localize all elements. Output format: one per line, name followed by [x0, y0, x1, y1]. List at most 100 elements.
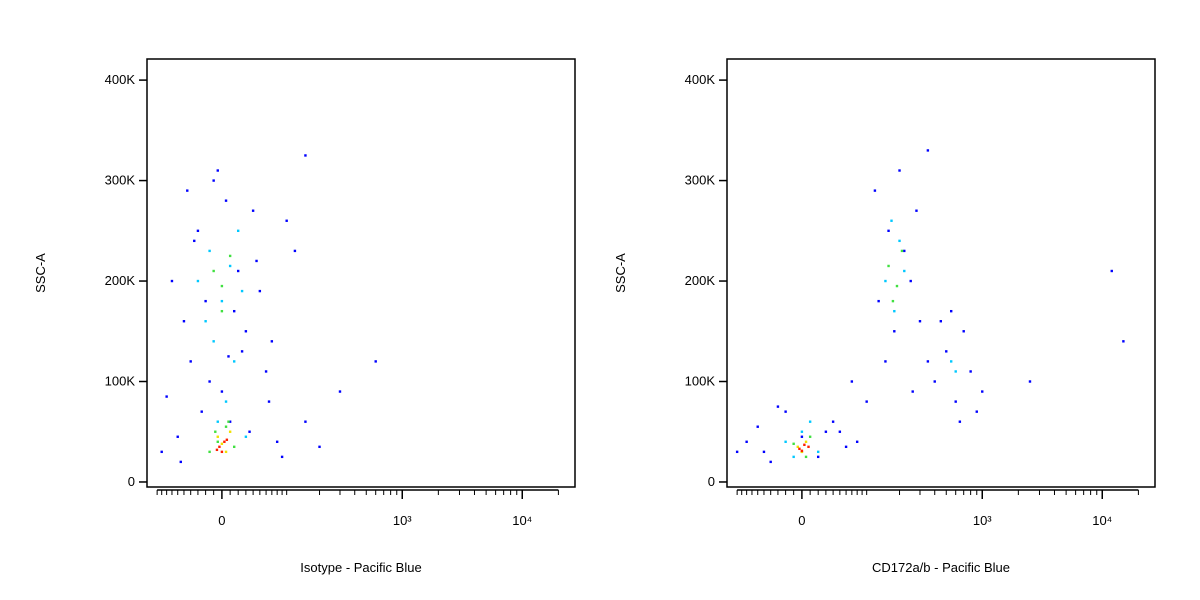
- data-point: [800, 449, 804, 453]
- data-point: [220, 309, 224, 313]
- data-point: [318, 445, 321, 449]
- data-point: [898, 239, 901, 243]
- data-point: [975, 410, 978, 413]
- plot-frame: [146, 58, 576, 488]
- data-point: [807, 445, 810, 449]
- data-point: [220, 299, 224, 303]
- data-point: [776, 405, 780, 408]
- data-point: [212, 269, 215, 273]
- data-point: [218, 445, 221, 449]
- y-tick-label: 0: [128, 474, 135, 489]
- data-point: [769, 460, 772, 464]
- data-point: [224, 450, 228, 454]
- y-tick-label: 400K: [105, 72, 136, 87]
- data-point: [784, 410, 787, 413]
- data-point: [962, 330, 965, 333]
- data-point: [756, 425, 759, 428]
- data-point: [804, 440, 808, 443]
- data-point: [926, 360, 930, 363]
- data-point: [800, 435, 804, 438]
- data-point: [873, 189, 877, 192]
- data-point: [220, 450, 224, 454]
- data-point: [909, 279, 912, 283]
- data-point: [160, 450, 163, 454]
- data-point: [800, 430, 804, 433]
- data-point: [244, 330, 248, 333]
- data-point: [228, 430, 232, 433]
- data-point: [264, 370, 268, 373]
- data-point: [895, 284, 899, 288]
- data-point: [918, 320, 922, 323]
- x-axis-label: CD172a/b - Pacific Blue: [872, 560, 1010, 575]
- data-point: [267, 400, 271, 403]
- data-point: [244, 435, 248, 438]
- y-axis-label: SSC-A: [613, 253, 628, 293]
- data-point: [236, 269, 240, 273]
- data-point: [228, 254, 232, 258]
- y-axis-label: SSC-A: [33, 253, 48, 293]
- y-tick-label: 400K: [685, 72, 716, 87]
- data-point: [884, 360, 887, 363]
- y-tick-label: 300K: [685, 173, 716, 188]
- data-point: [762, 450, 766, 454]
- data-point: [808, 420, 812, 423]
- data-point: [193, 239, 196, 243]
- data-point: [887, 264, 890, 268]
- data-point: [220, 284, 224, 288]
- x-tick-label: 0: [798, 513, 805, 528]
- data-point: [220, 390, 224, 393]
- data-point: [803, 443, 806, 447]
- x-axis-label: Isotype - Pacific Blue: [300, 560, 421, 575]
- data-point: [915, 209, 918, 212]
- data-point: [949, 360, 953, 363]
- y-tick-label: 0: [708, 474, 715, 489]
- data-point: [179, 460, 182, 464]
- data-point: [824, 430, 828, 433]
- data-point: [844, 445, 848, 449]
- data-point: [900, 249, 904, 253]
- data-point: [1028, 380, 1032, 383]
- data-point: [893, 330, 896, 333]
- data-point: [933, 380, 936, 383]
- data-point: [890, 219, 893, 222]
- data-point: [196, 229, 200, 233]
- data-point: [926, 149, 930, 152]
- data-point: [1110, 269, 1113, 273]
- data-point: [280, 455, 284, 459]
- data-point: [865, 400, 868, 403]
- data-point: [792, 455, 795, 459]
- data-point: [745, 440, 748, 443]
- data-point: [275, 440, 279, 443]
- data-point: [939, 320, 943, 323]
- data-point: [212, 179, 215, 182]
- data-point: [248, 430, 251, 433]
- data-point: [884, 279, 887, 283]
- data-point: [223, 440, 226, 443]
- data-point: [251, 209, 255, 212]
- data-point: [216, 435, 219, 438]
- x-tick-label: 10⁴: [512, 513, 532, 528]
- data-point: [228, 264, 232, 268]
- data-point: [798, 447, 801, 451]
- x-tick-label: 10⁴: [1092, 513, 1112, 528]
- data-point: [220, 442, 224, 445]
- x-tick-label: 10³: [973, 513, 992, 528]
- data-point: [240, 289, 244, 293]
- data-point: [838, 430, 842, 433]
- data-point: [903, 269, 906, 273]
- data-point: [792, 442, 795, 445]
- data-point: [1122, 340, 1125, 343]
- data-point: [204, 320, 207, 323]
- data-point: [804, 455, 808, 459]
- data-point: [233, 309, 236, 313]
- data-point: [215, 448, 219, 452]
- data-point: [214, 430, 217, 433]
- data-point: [954, 400, 957, 403]
- y-tick-label: 100K: [685, 374, 716, 389]
- data-point: [887, 229, 890, 233]
- data-point: [898, 169, 901, 172]
- data-point: [816, 455, 820, 459]
- data-point: [196, 279, 200, 283]
